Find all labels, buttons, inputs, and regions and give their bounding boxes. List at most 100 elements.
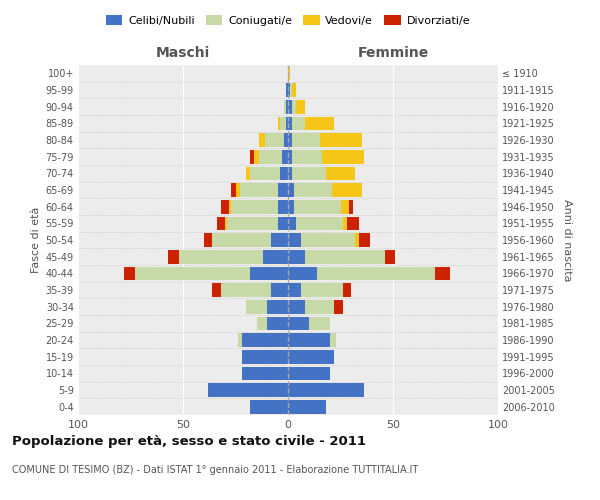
Bar [204,233,212,247]
Bar [277,200,288,213]
Bar [250,266,288,280]
Bar [235,183,240,197]
Bar [267,300,288,314]
Bar [288,216,296,230]
Bar [385,250,395,264]
Bar [317,266,435,280]
Bar [326,166,355,180]
Bar [250,150,254,164]
Bar [267,316,288,330]
Bar [343,283,351,297]
Bar [232,183,235,197]
Bar [277,183,288,197]
Bar [305,300,334,314]
Bar [305,116,334,130]
Bar [322,150,364,164]
Bar [217,216,225,230]
Bar [288,133,292,147]
Bar [288,350,334,364]
Bar [280,116,286,130]
Bar [292,83,296,97]
Bar [254,150,259,164]
Bar [208,383,288,397]
Bar [284,100,286,114]
Bar [288,200,295,213]
Bar [282,150,288,164]
Bar [277,216,288,230]
Bar [284,133,288,147]
Bar [179,250,263,264]
Bar [288,116,292,130]
Bar [334,300,343,314]
Text: Maschi: Maschi [156,46,210,60]
Bar [286,83,288,97]
Bar [280,166,288,180]
Bar [250,400,288,413]
Bar [288,366,330,380]
Bar [288,150,292,164]
Y-axis label: Fasce di età: Fasce di età [31,207,41,273]
Bar [349,200,353,213]
Bar [286,100,288,114]
Bar [288,66,290,80]
Bar [288,316,309,330]
Bar [225,216,227,230]
Bar [134,266,250,280]
Bar [286,116,288,130]
Bar [246,166,250,180]
Bar [343,216,347,230]
Bar [242,366,288,380]
Bar [242,350,288,364]
Bar [292,133,320,147]
Bar [292,166,326,180]
Bar [305,250,385,264]
Bar [257,316,267,330]
Bar [301,233,355,247]
Bar [292,100,296,114]
Bar [355,233,359,247]
Bar [295,200,341,213]
Bar [288,233,301,247]
Bar [212,283,221,297]
Bar [168,250,179,264]
Bar [320,133,361,147]
Bar [277,116,280,130]
Bar [292,116,305,130]
Bar [359,233,370,247]
Bar [296,100,305,114]
Bar [221,283,271,297]
Bar [227,216,277,230]
Bar [309,316,330,330]
Bar [246,300,267,314]
Text: COMUNE DI TESIMO (BZ) - Dati ISTAT 1° gennaio 2011 - Elaborazione TUTTITALIA.IT: COMUNE DI TESIMO (BZ) - Dati ISTAT 1° ge… [12,465,418,475]
Bar [221,200,229,213]
Bar [292,150,322,164]
Bar [263,250,288,264]
Bar [341,200,349,213]
Bar [124,266,134,280]
Bar [288,283,301,297]
Bar [288,266,317,280]
Legend: Celibi/Nubili, Coniugati/e, Vedovi/e, Divorziati/e: Celibi/Nubili, Coniugati/e, Vedovi/e, Di… [101,10,475,30]
Y-axis label: Anni di nascita: Anni di nascita [562,198,572,281]
Text: Popolazione per età, sesso e stato civile - 2011: Popolazione per età, sesso e stato civil… [12,435,366,448]
Bar [250,166,280,180]
Bar [265,133,284,147]
Bar [332,183,361,197]
Bar [288,83,290,97]
Bar [290,83,292,97]
Bar [296,216,343,230]
Bar [288,250,305,264]
Bar [435,266,450,280]
Bar [288,166,292,180]
Bar [259,150,282,164]
Bar [288,183,295,197]
Bar [288,333,330,347]
Bar [288,383,364,397]
Bar [330,333,337,347]
Bar [301,283,343,297]
Bar [295,183,332,197]
Bar [212,233,271,247]
Bar [242,333,288,347]
Bar [288,400,326,413]
